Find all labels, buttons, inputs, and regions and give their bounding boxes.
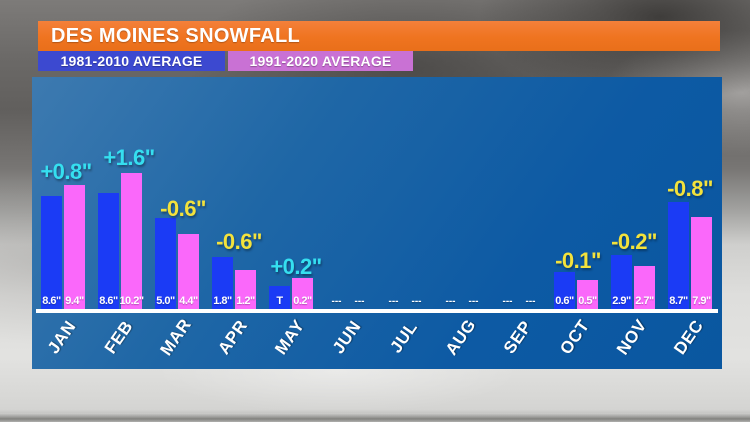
value-label-1981-2010-oct: 0.6" [555,295,574,307]
diff-label-nov: -0.2" [611,229,657,254]
value-label-1991-2020-apr: 1.2" [236,295,255,307]
value-label-1981-2010-may: T [276,295,283,307]
value-label-1991-2020-oct: 0.5" [578,295,597,307]
diff-label-dec: -0.8" [667,176,713,201]
title-bar: DES MOINES SNOWFALL [38,21,720,51]
bar-1991-2020-oct [577,280,598,309]
value-label-1981-2010-jun: --- [331,296,342,307]
value-label-1991-2020-nov: 2.7" [635,295,654,307]
diff-label-apr: -0.6" [216,229,262,254]
month-label-jan: JAN [43,317,80,358]
bar-1981-2010-feb [98,193,119,309]
page-title: DES MOINES SNOWFALL [51,24,301,47]
value-label-1991-2020-jun: --- [354,296,365,307]
bar-1991-2020-apr [235,270,256,309]
snow-road-edge [0,413,750,422]
value-label-1991-2020-aug: --- [468,296,479,307]
value-label-1981-2010-nov: 2.9" [612,295,631,307]
bar-1991-2020-jan [64,185,85,309]
value-label-1991-2020-dec: 7.9" [692,295,711,307]
month-label-apr: APR [214,316,252,358]
legend-1981-2010-label: 1981-2010 AVERAGE [60,53,203,69]
value-label-1991-2020-jul: --- [411,296,422,307]
legend-1991-2020: 1991-2020 AVERAGE [228,51,413,71]
bar-1981-2010-jan [41,196,62,309]
diff-label-feb: +1.6" [103,145,155,170]
month-label-dec: DEC [670,316,708,358]
value-label-1991-2020-mar: 4.4" [179,295,198,307]
value-label-1981-2010-apr: 1.8" [213,295,232,307]
month-label-jul: JUL [386,317,422,357]
value-label-1991-2020-sep: --- [525,296,536,307]
chart-panel: 8.6" 9.4" JAN 8.6" 10.2" FEB 5.0" 4.4" MAR 1.8" 1.… [32,77,722,369]
value-label-1981-2010-dec: 8.7" [669,295,688,307]
month-label-sep: SEP [499,317,536,358]
bar-1981-2010-dec [668,202,689,309]
diff-label-jan: +0.8" [40,159,92,184]
diff-label-oct: -0.1" [555,248,601,273]
bar-1981-2010-mar [155,218,176,309]
bar-1981-2010-nov [611,255,632,309]
value-label-1991-2020-may: 0.2" [293,295,312,307]
month-label-aug: AUG [441,315,480,359]
value-label-1981-2010-mar: 5.0" [156,295,175,307]
month-label-feb: FEB [100,317,137,358]
bar-1981-2010-oct [554,272,575,309]
bar-1981-2010-apr [212,257,233,309]
value-label-1981-2010-aug: --- [445,296,456,307]
value-label-1991-2020-feb: 10.2" [119,295,144,307]
value-label-1981-2010-jan: 8.6" [42,295,61,307]
legend-1991-2020-label: 1991-2020 AVERAGE [249,53,392,69]
value-label-1981-2010-feb: 8.6" [99,295,118,307]
value-label-1981-2010-sep: --- [502,296,513,307]
bar-1991-2020-may [292,278,313,309]
month-label-jun: JUN [328,317,365,358]
value-label-1991-2020-jan: 9.4" [65,295,84,307]
diff-label-mar: -0.6" [160,196,206,221]
chart-baseline [36,309,718,313]
bar-1991-2020-dec [691,217,712,309]
diff-label-may: +0.2" [270,254,322,279]
bar-1981-2010-may [269,286,290,309]
legend-1981-2010: 1981-2010 AVERAGE [38,51,225,71]
bar-1991-2020-mar [178,234,199,309]
bar-1991-2020-feb [121,173,142,309]
month-label-mar: MAR [156,315,196,360]
month-label-oct: OCT [556,316,594,358]
value-label-1981-2010-jul: --- [388,296,399,307]
month-label-may: MAY [271,316,309,359]
bar-1991-2020-nov [634,266,655,309]
month-label-nov: NOV [612,315,651,359]
